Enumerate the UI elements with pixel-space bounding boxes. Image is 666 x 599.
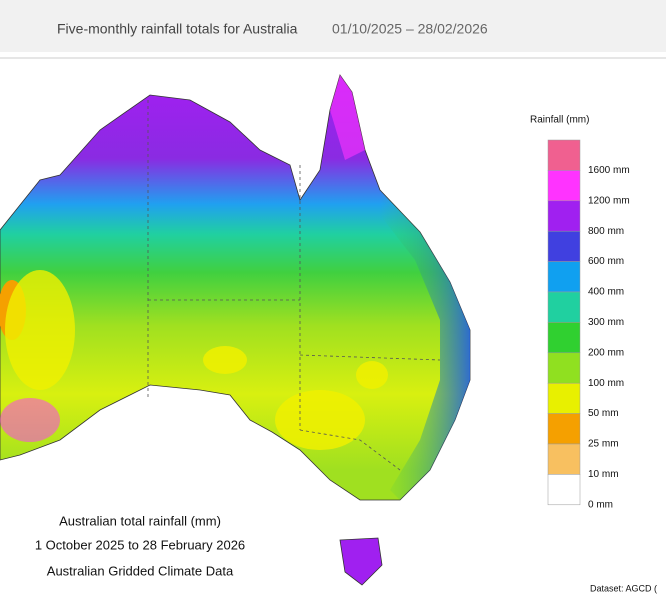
legend-label: 400 mm <box>588 287 624 298</box>
tasmania <box>339 537 383 586</box>
legend-label: 1200 mm <box>588 195 630 206</box>
legend-swatch <box>547 443 581 475</box>
legend-label: 0 mm <box>588 499 613 510</box>
legend-swatch <box>547 230 581 262</box>
legend-label: 600 mm <box>588 256 624 267</box>
header-title: Five-monthly rainfall totals for Austral… <box>57 21 298 37</box>
legend-label: 1600 mm <box>588 165 630 176</box>
caption-line: 1 October 2025 to 28 February 2026 <box>35 537 245 552</box>
state-borders <box>147 100 441 471</box>
dry-area <box>5 270 75 390</box>
header-bar <box>0 0 666 52</box>
cape-york <box>330 75 365 160</box>
australia-map <box>0 74 471 501</box>
legend-swatch <box>547 474 581 506</box>
legend-swatch <box>547 382 581 414</box>
legend-label: 800 mm <box>588 226 624 237</box>
dry-area <box>275 390 365 450</box>
legend-swatch <box>547 413 581 445</box>
east-coast-band <box>380 190 470 500</box>
legend-label: 300 mm <box>588 317 624 328</box>
legend-label: 100 mm <box>588 378 624 389</box>
legend-swatch <box>547 352 581 384</box>
legend-swatch <box>547 322 581 354</box>
legend-label: 25 mm <box>588 439 619 450</box>
header-date: 01/10/2025 – 28/02/2026 <box>332 21 488 37</box>
legend: 1600 mm 1200 mm 800 mm 600 mm 400 mm 300 mm 20… <box>547 139 630 510</box>
legend-label: 10 mm <box>588 469 619 480</box>
dataset-note: Dataset: AGCD ( <box>590 583 657 593</box>
caption-line: Australian total rainfall (mm) <box>59 513 221 528</box>
legend-swatch <box>547 200 581 232</box>
legend-title: Rainfall (mm) <box>530 115 589 126</box>
legend-swatch <box>547 291 581 323</box>
dry-area <box>203 346 247 374</box>
legend-swatch <box>547 170 581 202</box>
legend-label: 200 mm <box>588 347 624 358</box>
legend-swatch <box>547 261 581 293</box>
wet-area <box>0 398 60 442</box>
legend-label: 50 mm <box>588 408 619 419</box>
caption-line: Australian Gridded Climate Data <box>47 563 234 578</box>
legend-swatch <box>547 139 581 171</box>
dry-area <box>356 361 388 389</box>
